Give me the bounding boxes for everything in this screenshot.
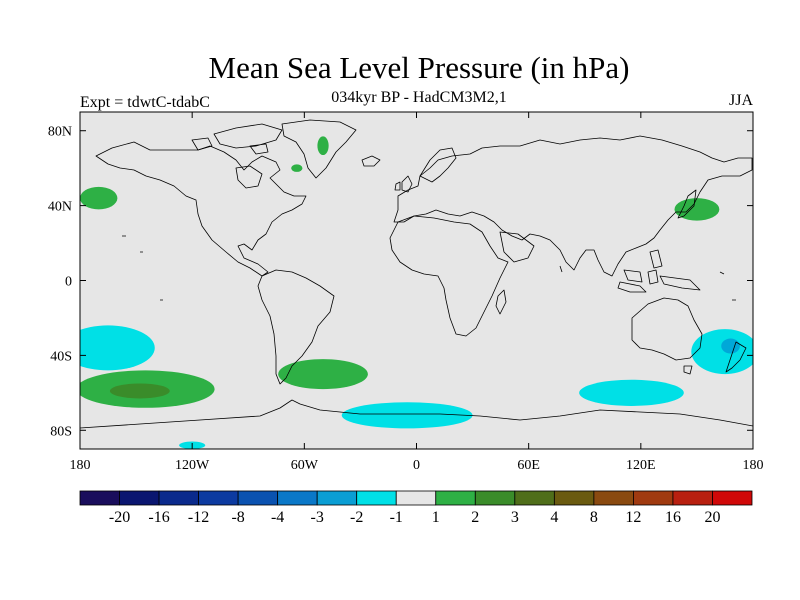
colorbar-label: -3	[311, 509, 324, 526]
coastlines	[80, 119, 753, 429]
anomaly-southern-ocean-negative	[341, 402, 473, 429]
colorbar-label: 4	[550, 509, 558, 526]
coastline-hudson-bay	[235, 165, 263, 189]
colorbar-label: 1	[432, 509, 440, 526]
coastline-arctic-islands	[191, 123, 283, 155]
colorbar-swatch	[198, 490, 239, 506]
colorbar-label: -4	[271, 509, 284, 526]
x-tick-label: 60W	[291, 458, 319, 473]
colorbar-swatch	[514, 490, 555, 506]
coastline-indonesia	[617, 249, 701, 293]
coastline-africa	[389, 215, 509, 337]
y-tick-label: 0	[65, 275, 72, 290]
colorbar-label: 3	[511, 509, 519, 526]
colorbar-swatch	[633, 490, 674, 506]
colorbar-label: -2	[350, 509, 363, 526]
colorbar-swatch	[474, 490, 516, 506]
colorbar-swatch	[79, 490, 120, 506]
map-title: Mean Sea Level Pressure (in hPa)	[208, 50, 630, 85]
anomaly-indian-ocean-negative	[579, 379, 684, 406]
x-tick-label: 120E	[626, 458, 656, 473]
colorbar-label: 8	[590, 509, 598, 526]
anomaly-south-pacific-strong-positive	[109, 383, 170, 399]
x-tick-label: 180	[743, 458, 764, 473]
coastline-british-isles	[394, 175, 413, 193]
coastline-small-islands	[122, 235, 736, 301]
colorbar: -20 -16 -12 -8 -4 -3 -2 -1 1 2 3 4 8 12 16 20	[79, 490, 753, 526]
experiment-label: Expt = tdwtC-tdabC	[80, 94, 210, 111]
colorbar-swatch	[672, 490, 713, 506]
colorbar-label: 12	[625, 509, 641, 526]
coastline-south-america	[257, 269, 335, 385]
coastline-madagascar	[495, 289, 507, 315]
colorbar-label: 20	[704, 509, 720, 526]
colorbar-label: -1	[390, 509, 403, 526]
anomaly-south-atlantic-positive	[278, 359, 368, 390]
y-tick-label: 80N	[48, 125, 72, 140]
anomaly-japan-positive	[674, 198, 720, 221]
colorbar-swatch	[356, 490, 397, 506]
colorbar-swatch	[553, 490, 595, 506]
coastline-greenland	[281, 119, 357, 179]
coastline-antarctica	[80, 399, 753, 429]
colorbar-label: 16	[665, 509, 681, 526]
coastline-new-zealand	[725, 341, 747, 373]
colorbar-swatch	[712, 490, 753, 506]
colorbar-label: -8	[231, 509, 244, 526]
anomaly-layer	[80, 136, 753, 449]
coastline-iceland	[361, 155, 381, 167]
x-tick-label: 60E	[517, 458, 540, 473]
colorbar-swatch	[435, 490, 476, 506]
season-label: JJA	[728, 92, 753, 109]
anomaly-south-pacific-negative	[80, 325, 155, 371]
colorbar-label: 2	[471, 509, 479, 526]
colorbar-swatch	[237, 490, 279, 506]
x-tick-label: 180	[70, 458, 91, 473]
map-subtitle: 034kyr BP - HadCM3M2,1	[331, 89, 507, 106]
colorbar-swatch	[277, 490, 318, 506]
coastline-australia	[631, 297, 703, 361]
coastline-arabia	[499, 231, 535, 263]
y-tick-label: 80S	[50, 424, 72, 439]
coastline-tasmania	[683, 365, 693, 375]
anomaly-hudson-bay-positive	[291, 164, 303, 172]
coastline-scandinavia	[419, 147, 457, 183]
y-tick-label: 40N	[48, 200, 72, 215]
colorbar-swatch	[158, 490, 199, 506]
x-tick-label: 0	[413, 458, 420, 473]
anomaly-north-pacific-positive	[80, 186, 118, 210]
colorbar-label: -16	[148, 509, 169, 526]
colorbar-swatch	[395, 490, 437, 506]
anomaly-greenland-positive	[317, 136, 329, 156]
colorbar-swatch	[119, 490, 160, 506]
colorbar-label: -20	[109, 509, 130, 526]
colorbar-swatch	[593, 490, 634, 506]
x-tick-label: 120W	[175, 458, 210, 473]
coastline-japan	[677, 189, 697, 219]
y-tick-label: 40S	[50, 349, 72, 364]
anomaly-tasman-strong-negative	[721, 338, 740, 354]
colorbar-label: -12	[188, 509, 209, 526]
axis-ticks: 180 120W 60W 0 60E 120E 180 80N 40N 0 40S 80S	[48, 112, 764, 473]
coastline-north-america	[95, 141, 307, 277]
colorbar-swatch	[316, 490, 358, 506]
